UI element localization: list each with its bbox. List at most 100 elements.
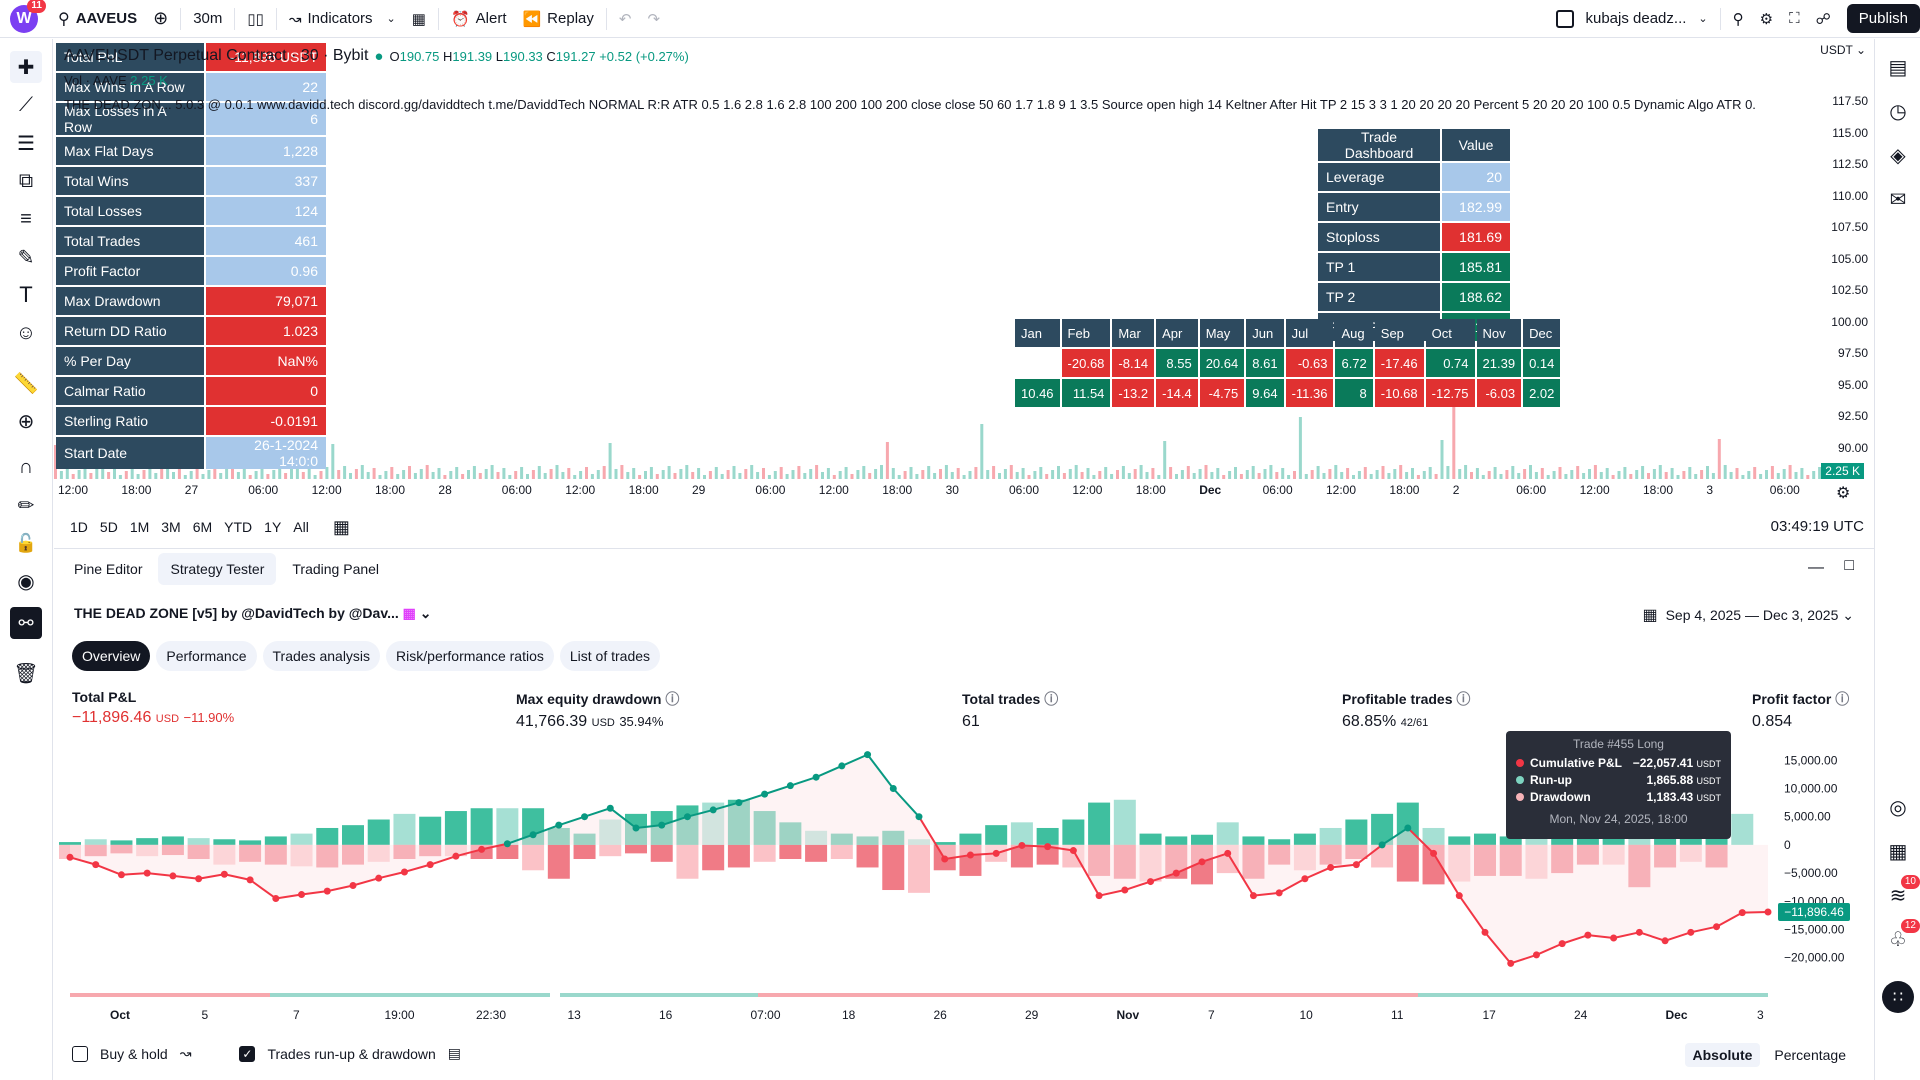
subtab-trades-analysis[interactable]: Trades analysis: [262, 641, 381, 671]
divider: [180, 7, 182, 30]
info-icon[interactable]: ⓘ: [1835, 691, 1850, 707]
zoom-tool[interactable]: ⊕: [10, 405, 42, 437]
strategy-title[interactable]: THE DEAD ZONE [v5] by @DavidTech by @Dav…: [74, 605, 432, 622]
date-range-selector[interactable]: ▦ Sep 4, 2025 — Dec 3, 2025 ⌄: [1642, 607, 1854, 624]
range-button-1d[interactable]: 1D: [70, 519, 88, 535]
equity-x-tick: 24: [1574, 1008, 1588, 1022]
undo-button[interactable]: ↶: [611, 0, 640, 38]
equity-chart[interactable]: 15,000.0010,000.005,000.000−5,000.00−10,…: [54, 729, 1874, 1029]
currency-selector[interactable]: USDT ⌄: [1820, 43, 1866, 57]
news-button[interactable]: ≋ 10: [1882, 875, 1920, 911]
range-button-ytd[interactable]: YTD: [224, 519, 253, 535]
price-chart[interactable]: AAVEUSDT Perpetual Contract · 30 · Bybit…: [54, 39, 1874, 479]
replay-button[interactable]: ⏪ Replay: [514, 0, 601, 38]
volume-bar: [508, 475, 512, 479]
quick-search-button[interactable]: ⚲: [1725, 0, 1752, 38]
text-tool[interactable]: T: [10, 279, 42, 311]
volume-bar: [349, 473, 352, 479]
info-icon[interactable]: ⓘ: [1456, 691, 1471, 707]
volume-bar: [1800, 468, 1804, 479]
equity-point: [709, 806, 717, 814]
date-range-picker-button[interactable]: ▦: [321, 517, 362, 538]
volume-bar: [773, 471, 777, 479]
equity-line-segment: [712, 801, 740, 811]
maximize-panel-button[interactable]: □: [1844, 557, 1854, 574]
volume-bar: [59, 471, 63, 479]
trendline-tool[interactable]: ⟋: [10, 89, 42, 121]
range-button-1m[interactable]: 1M: [129, 519, 150, 535]
fullscreen-button[interactable]: ⛶: [1781, 0, 1808, 38]
range-button-all[interactable]: All: [293, 519, 309, 535]
alert-button[interactable]: ⏰ Alert: [443, 0, 515, 38]
remove-tool[interactable]: 🗑: [10, 657, 42, 689]
tab-trading-panel[interactable]: Trading Panel: [292, 561, 380, 577]
forecast-tool[interactable]: ≡: [10, 203, 42, 235]
apps-button[interactable]: ∷: [1882, 981, 1914, 1013]
range-button-3m[interactable]: 3M: [161, 519, 181, 535]
layout-name-button[interactable]: kubajs deadz... ⌄: [1548, 0, 1716, 38]
equity-point: [426, 861, 434, 869]
stat-label: Return DD Ratio: [56, 317, 204, 345]
watchlist-button[interactable]: ▤: [1882, 51, 1914, 83]
subtab-list-of-trades[interactable]: List of trades: [559, 641, 661, 671]
symbol-search[interactable]: ⚲ AAVEUS: [50, 0, 145, 38]
user-avatar[interactable]: W 11: [10, 0, 46, 33]
axis-settings-button[interactable]: ⚙: [1836, 483, 1850, 503]
minimize-panel-button[interactable]: —: [1808, 559, 1824, 576]
tab-pine-editor[interactable]: Pine Editor: [74, 561, 143, 577]
utc-clock[interactable]: 03:49:19 UTC: [1770, 518, 1864, 535]
equity-x-tick: 10: [1300, 1008, 1314, 1022]
range-button-5d[interactable]: 5D: [99, 519, 118, 535]
chart-type-button[interactable]: ▯▯: [239, 0, 272, 38]
redo-button[interactable]: ↷: [639, 0, 668, 38]
buy-hold-checkbox[interactable]: [72, 1045, 88, 1062]
crosshair-tool[interactable]: ✚: [10, 51, 42, 83]
volume-bar: [915, 474, 919, 479]
volume-bar: [750, 465, 754, 479]
stay-drawing-tool[interactable]: ✏: [10, 489, 42, 521]
measure-tool[interactable]: 📏: [10, 367, 42, 399]
emoji-tool[interactable]: ☺: [10, 317, 42, 349]
tab-strategy-tester[interactable]: Strategy Tester: [158, 553, 277, 585]
notifications-button[interactable]: ♧ 12: [1882, 919, 1920, 955]
subtab-performance[interactable]: Performance: [156, 641, 257, 671]
sync-tool[interactable]: ⚯: [10, 607, 42, 639]
publish-button[interactable]: Publish: [1846, 4, 1920, 33]
volume-bar: [1033, 471, 1037, 479]
subtab-overview[interactable]: Overview: [72, 641, 151, 671]
object-tree-button[interactable]: ◈: [1882, 139, 1914, 171]
time-axis[interactable]: 12:00 18:00 27 06:00 12:00 18:00 28 06:00 12:00 1…: [54, 481, 1874, 505]
equity-line-segment: [327, 884, 354, 893]
strategy-legend[interactable]: THE DEAD ZON... 5.0.3 @ 0.0.1 www.davidd…: [64, 97, 1756, 112]
info-icon[interactable]: ⓘ: [1044, 691, 1059, 707]
brush-tool[interactable]: ✎: [10, 241, 42, 273]
volume-bar: [1192, 473, 1196, 479]
screenshot-button[interactable]: ☍: [1808, 0, 1839, 38]
percentage-button[interactable]: Percentage: [1774, 1047, 1846, 1063]
interval-button[interactable]: 30m: [193, 10, 223, 27]
pattern-tool[interactable]: ⧉: [10, 165, 42, 197]
chat-button[interactable]: ✉: [1882, 183, 1914, 215]
compare-symbol-button[interactable]: ⊕: [145, 0, 176, 38]
range-button-1y[interactable]: 1Y: [264, 519, 282, 535]
profitable-title: Profitable trades: [1342, 691, 1453, 707]
absolute-button[interactable]: Absolute: [1684, 1043, 1761, 1067]
layouts-button[interactable]: ▦: [404, 0, 434, 38]
range-button-6m[interactable]: 6M: [192, 519, 213, 535]
calendar-button[interactable]: ▦: [1882, 835, 1914, 867]
alerts-button[interactable]: ◷: [1882, 95, 1914, 127]
time-tick: 06:00: [1769, 483, 1800, 497]
runup-drawdown-checkbox[interactable]: ✓: [239, 1045, 256, 1062]
lock-tool[interactable]: 🔓: [10, 527, 42, 559]
settings-button[interactable]: ⚙: [1752, 0, 1781, 38]
runup-bar: [59, 842, 81, 845]
fib-tool[interactable]: ☰: [10, 127, 42, 159]
stats-row: Total Losses 124: [56, 197, 326, 225]
magnet-tool[interactable]: ∩: [10, 451, 42, 483]
ideas-button[interactable]: ◎: [1882, 791, 1914, 823]
indicators-button[interactable]: ↝ Indicators ⌄: [281, 0, 404, 38]
info-icon[interactable]: ⓘ: [665, 691, 680, 707]
subtab-risk-performance-ratios[interactable]: Risk/performance ratios: [386, 641, 554, 671]
hide-tool[interactable]: ◉: [10, 565, 42, 597]
volume-bar: [531, 470, 535, 479]
